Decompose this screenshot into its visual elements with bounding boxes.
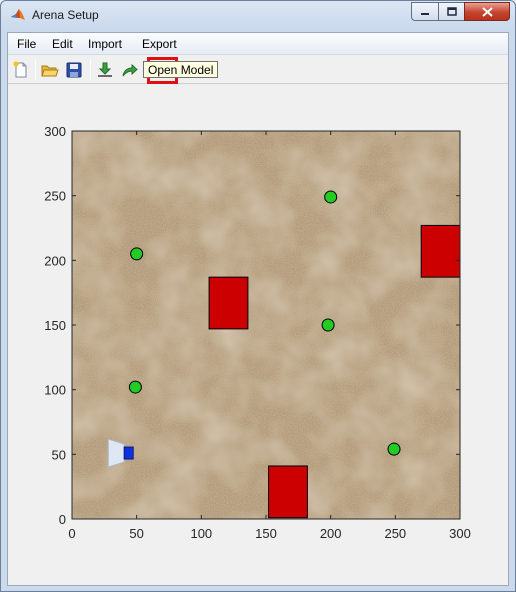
x-tick-label: 250 [384,526,406,541]
x-tick-label: 200 [320,526,342,541]
target-point-1 [130,247,144,261]
y-tick-label: 150 [44,318,66,333]
target-point-3 [321,318,335,332]
x-tick-label: 150 [255,526,277,541]
menu-edit[interactable]: Edit [52,37,73,51]
y-tick-label: 300 [44,124,66,139]
x-tick-label: 0 [68,526,75,541]
title-bar[interactable]: Arena Setup [1,1,515,31]
obstacle-2 [420,224,461,278]
window-title: Arena Setup [32,8,99,22]
import-icon [98,62,112,77]
obstacle-3 [268,465,308,519]
menu-file[interactable]: File [17,37,37,51]
maximize-icon [446,6,457,16]
menu-export[interactable]: Export [142,37,177,51]
x-tick-label: 50 [129,526,143,541]
target-point-2 [324,190,338,204]
obstacle-1 [208,276,249,330]
robot-marker [123,446,134,460]
export-icon [122,63,138,77]
save-icon [66,62,82,78]
close-button[interactable] [464,2,510,21]
menu-bar: File Edit Import Export [8,33,508,55]
target-point-4 [128,380,142,394]
robot-body [107,438,125,468]
y-tick-label: 50 [52,447,66,462]
open-folder-icon [41,65,59,77]
minimize-icon [421,12,429,15]
sand-texture-grain [72,131,460,519]
x-tick-label: 300 [449,526,471,541]
toolbar [8,56,508,84]
new-button[interactable] [10,59,32,81]
maximize-button[interactable] [438,2,464,21]
target-point-5 [387,442,401,456]
open-button[interactable] [39,59,61,81]
new-file-icon [13,61,27,78]
y-tick-label: 0 [59,512,66,527]
y-tick-label: 250 [44,189,66,204]
close-icon [481,6,493,17]
menu-import[interactable]: Import [88,37,123,51]
matlab-logo-icon [11,9,25,20]
y-tick-label: 200 [44,253,66,268]
import-button[interactable] [94,59,116,81]
x-tick-label: 100 [190,526,212,541]
tooltip: Open Model [143,61,219,78]
save-button[interactable] [63,59,85,81]
minimize-button[interactable] [411,2,438,21]
y-tick-label: 100 [44,383,66,398]
export-button[interactable] [118,59,140,81]
